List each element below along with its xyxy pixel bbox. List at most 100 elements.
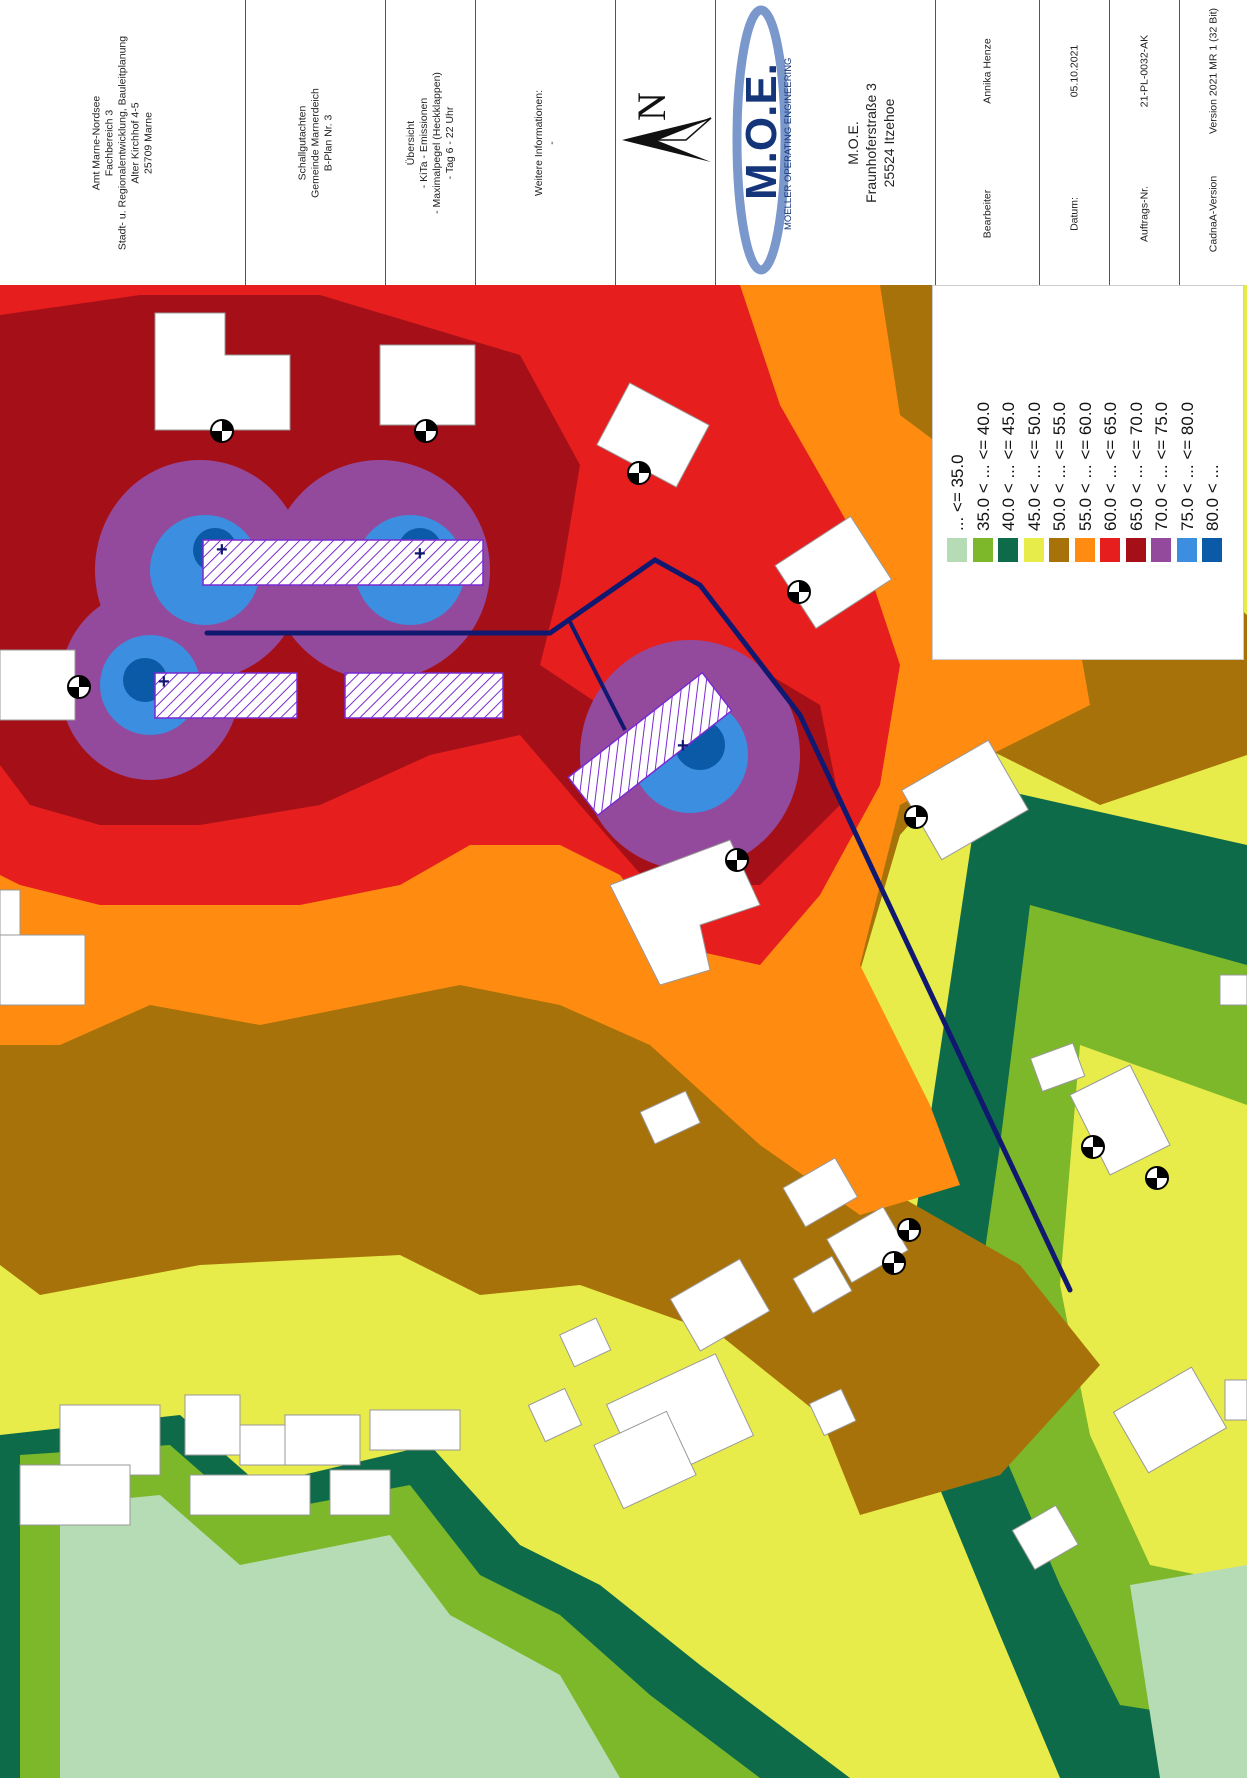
client-line2: Fachbereich 3: [103, 109, 115, 176]
company-line2: Fraunhoferstraße 3: [863, 82, 879, 203]
building: [1011, 1504, 1079, 1571]
source-marker-4: +: [677, 735, 689, 757]
buildings: [0, 312, 1247, 1571]
legend-label: 65.0 < ... <= 70.0: [1126, 401, 1146, 531]
moe-logo: M.O.E. MOELLER OPERATING ENGINEERING: [732, 5, 794, 275]
company-line1: M.O.E.: [845, 120, 861, 165]
zone-le35-south: [60, 1495, 620, 1778]
parking-area-2: [154, 672, 298, 719]
source-marker-3: +: [158, 671, 170, 693]
legend-swatch: [1202, 538, 1222, 562]
legend-swatch: [1023, 538, 1044, 562]
logo-sub: MOELLER OPERATING ENGINEERING: [783, 58, 794, 230]
date-value: 05.10.2021: [1068, 44, 1080, 98]
building: [527, 1387, 583, 1443]
version-label: CadnaA-Version: [1207, 175, 1219, 252]
project-line3: B-Plan Nr. 3: [322, 114, 334, 171]
legend-label: 50.0 < ... <= 55.0: [1050, 401, 1069, 531]
building: [609, 839, 761, 986]
building: [284, 1414, 361, 1466]
legend-swatch: [1176, 538, 1197, 562]
parking-area-3: [344, 672, 504, 719]
info-cell: Weitere Informationen: -: [476, 0, 616, 285]
order-label: Auftrags-Nr.: [1138, 185, 1150, 242]
zone-le35-east: [1130, 1565, 1247, 1778]
company-line3: 25524 Itzehoe: [881, 98, 897, 187]
building: [189, 1474, 311, 1516]
content-line3: - Maximalpegel (Heckklappen): [430, 71, 443, 214]
info-label: Weitere Informationen:: [532, 89, 545, 196]
legend-label: 45.0 < ... <= 50.0: [1024, 401, 1044, 531]
order-value: 21-PL-0032-AK: [1138, 35, 1150, 108]
driving-route-spur: [568, 621, 627, 731]
building: [669, 1258, 771, 1352]
receiver-icon: [787, 580, 811, 604]
legend-label: 60.0 < ... <= 65.0: [1101, 401, 1120, 531]
receiver-icon: [882, 1251, 906, 1275]
client-line4: Alter Kirchhof 4-5: [129, 101, 141, 184]
legend-label: 75.0 < ... <= 80.0: [1177, 401, 1197, 531]
company-cell: M.O.E. MOELLER OPERATING ENGINEERING M.O…: [716, 0, 936, 285]
zone-45-50-east: [1060, 1045, 1247, 1585]
parking-area-4: [567, 671, 733, 817]
receiver-icon: [67, 675, 91, 699]
driving-route: [204, 557, 1073, 1293]
content-cell: Übersicht - KiTa - Emissionen - Maximalp…: [386, 0, 476, 285]
receiver-icon: [904, 805, 928, 829]
legend-swatch: [972, 538, 993, 562]
north-label: N: [629, 92, 674, 121]
project-cell: Schallgutachten Gemeinde Marnerdeich B-P…: [246, 0, 386, 285]
editor-value: Annika Henze: [981, 38, 994, 104]
content-line4: - Tag 6 - 22 Uhr: [443, 106, 456, 179]
source-marker-2: +: [414, 543, 426, 565]
building: [239, 1424, 286, 1466]
legend-swatch: [1151, 538, 1171, 562]
editor-cell: Bearbeiter Annika Henze: [936, 0, 1040, 285]
building: [1219, 974, 1247, 1006]
building: [329, 1469, 391, 1516]
legend-swatch: [1125, 538, 1146, 562]
source-marker-1: +: [216, 539, 228, 561]
date-label: Datum:: [1068, 196, 1080, 231]
receiver-icon: [414, 419, 438, 443]
title-block: Amt Marne-Nordsee Fachbereich 3 Stadt- u…: [0, 0, 1247, 286]
receiver-icon: [1081, 1135, 1105, 1159]
legend-label: ... <= 35.0: [948, 454, 967, 531]
legend-swatch: [998, 538, 1018, 562]
building: [369, 1409, 461, 1451]
building: [379, 344, 476, 426]
legend-swatch: [1074, 538, 1095, 562]
legend-label: 35.0 < ... <= 40.0: [973, 401, 993, 531]
building: [1112, 1366, 1228, 1474]
building: [184, 1394, 241, 1456]
client-cell: Amt Marne-Nordsee Fachbereich 3 Stadt- u…: [0, 0, 246, 285]
receiver-icon: [725, 848, 749, 872]
client-line5: 25709 Marne: [142, 111, 154, 174]
receiver-icon: [210, 419, 234, 443]
building: [0, 934, 86, 1006]
receiver-points: [67, 419, 1169, 1275]
building: [59, 1404, 161, 1476]
legend-label: 80.0 < ...: [1203, 464, 1222, 531]
building: [19, 1464, 131, 1526]
logo-text: M.O.E.: [737, 63, 786, 200]
building: [1029, 1042, 1086, 1093]
date-cell: Datum: 05.10.2021: [1040, 0, 1110, 285]
project-line2: Gemeinde Marnerdeich: [309, 87, 321, 198]
content-line2: - KiTa - Emissionen: [417, 97, 430, 188]
building: [792, 1255, 853, 1315]
building: [1224, 1379, 1247, 1421]
client-line1: Amt Marne-Nordsee: [90, 95, 102, 190]
building: [639, 1090, 701, 1145]
north-arrow-icon: N: [622, 92, 712, 162]
building: [0, 649, 76, 721]
version-cell: CadnaA-Version Version 2021 MR 1 (32 Bit…: [1180, 0, 1247, 285]
legend-swatch: [1049, 538, 1069, 562]
legend-label: 55.0 < ... <= 60.0: [1075, 401, 1095, 531]
building: [559, 1317, 612, 1368]
north-arrow-cell: N: [616, 0, 716, 285]
parking-area-1: [202, 539, 484, 586]
noise-level-legend: ... <= 35.0 35.0 < ... <= 40.0 40.0 < ... …: [932, 285, 1244, 660]
order-cell: Auftrags-Nr. 21-PL-0032-AK: [1110, 0, 1180, 285]
